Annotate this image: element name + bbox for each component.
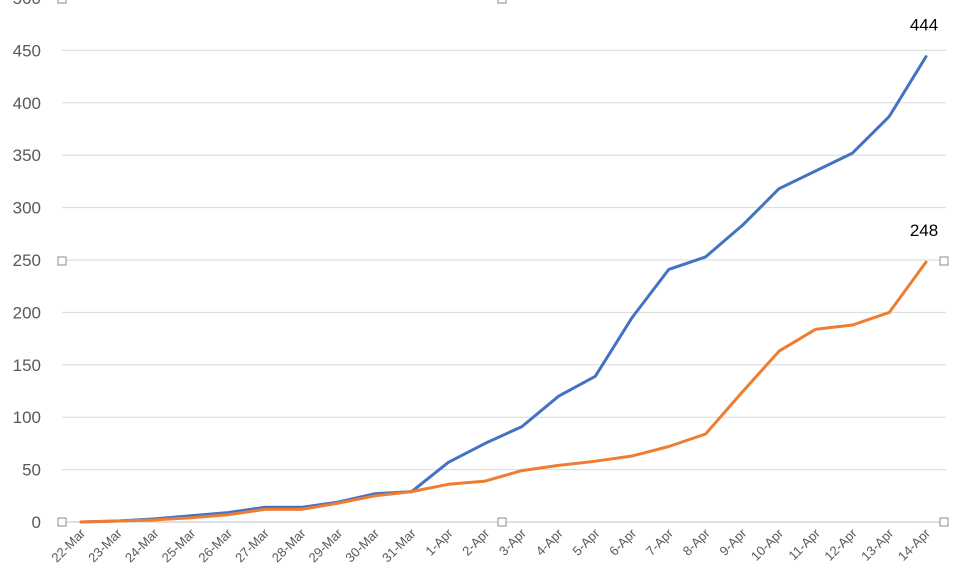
resize-handle[interactable]: [57, 0, 67, 4]
gridlines: [62, 49, 946, 523]
y-tick-label: 450: [13, 41, 41, 60]
x-tick-label: 1-Apr: [422, 525, 456, 559]
x-tick-label: 10-Apr: [748, 525, 787, 564]
x-tick-label: 3-Apr: [496, 525, 530, 559]
x-tick-label: 7-Apr: [643, 525, 677, 559]
resize-handle[interactable]: [939, 256, 949, 266]
series-line-1: [79, 55, 928, 524]
y-tick-label: 500: [13, 0, 41, 8]
y-tick-label: 0: [32, 513, 41, 532]
y-tick-label: 250: [13, 251, 41, 270]
x-tick-label: 5-Apr: [569, 525, 603, 559]
y-tick-label: 200: [13, 303, 41, 322]
series-line-2: [79, 260, 928, 524]
x-tick-label: 29-Mar: [306, 525, 346, 565]
y-axis-ticks: 0 50 100 150 200 250 300 350 400 450 500: [13, 0, 41, 532]
y-tick-label: 350: [13, 146, 41, 165]
resize-handle[interactable]: [939, 517, 949, 527]
x-tick-label: 26-Mar: [195, 525, 235, 565]
x-tick-label: 2-Apr: [459, 525, 493, 559]
x-tick-label: 22-Mar: [48, 525, 88, 565]
x-tick-label: 9-Apr: [716, 525, 750, 559]
x-tick-label: 28-Mar: [269, 525, 309, 565]
x-tick-label: 31-Mar: [379, 525, 419, 565]
x-tick-label: 11-Apr: [785, 525, 823, 563]
y-tick-label: 150: [13, 356, 41, 375]
y-tick-label: 100: [13, 408, 41, 427]
data-label: 248: [910, 221, 938, 240]
x-tick-label: 13-Apr: [858, 525, 897, 564]
x-tick-label: 14-Apr: [895, 525, 934, 564]
selection-handles[interactable]: [57, 0, 949, 527]
y-tick-label: 300: [13, 199, 41, 218]
resize-handle[interactable]: [57, 256, 67, 266]
data-labels: 444 248: [910, 16, 938, 240]
x-tick-label: 30-Mar: [342, 525, 382, 565]
x-tick-label: 12-Apr: [821, 525, 860, 564]
resize-handle[interactable]: [57, 517, 67, 527]
x-tick-label: 24-Mar: [122, 525, 162, 565]
resize-handle[interactable]: [497, 0, 507, 4]
y-tick-label: 50: [22, 461, 41, 480]
series-lines: [79, 55, 928, 524]
x-tick-label: 4-Apr: [533, 525, 567, 559]
x-tick-label: 6-Apr: [606, 525, 640, 559]
x-axis-ticks: 22-Mar23-Mar24-Mar25-Mar26-Mar27-Mar28-M…: [48, 525, 933, 565]
y-tick-label: 400: [13, 94, 41, 113]
x-tick-label: 25-Mar: [159, 525, 199, 565]
resize-handle[interactable]: [497, 517, 507, 527]
x-tick-label: 8-Apr: [680, 525, 714, 559]
x-tick-label: 23-Mar: [85, 525, 125, 565]
data-label: 444: [910, 16, 938, 35]
x-tick-label: 27-Mar: [232, 525, 272, 565]
